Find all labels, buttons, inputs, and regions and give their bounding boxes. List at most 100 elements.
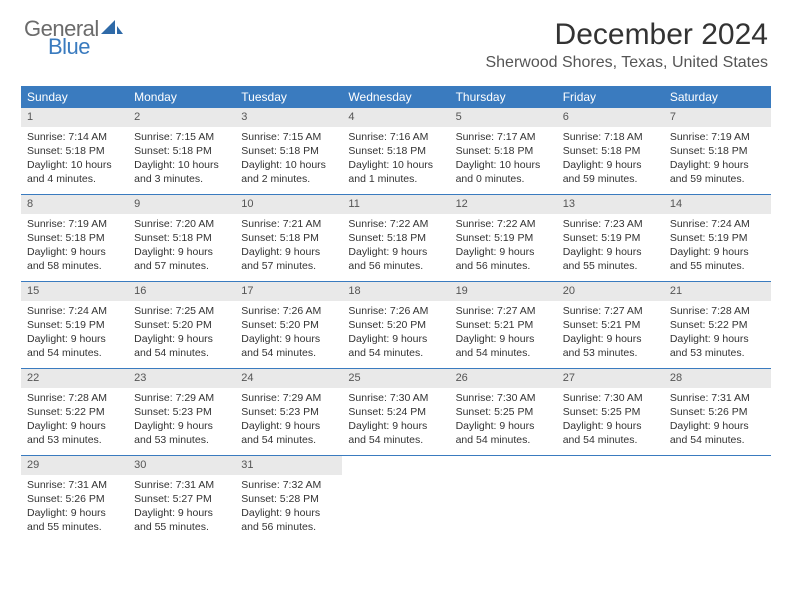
day-number: 23 (128, 369, 235, 388)
day-cell: 8Sunrise: 7:19 AMSunset: 5:18 PMDaylight… (21, 195, 128, 281)
sunset-line: Sunset: 5:19 PM (27, 318, 122, 332)
day-number: 27 (557, 369, 664, 388)
sunrise-line: Sunrise: 7:18 AM (563, 130, 658, 144)
day-cell: 16Sunrise: 7:25 AMSunset: 5:20 PMDayligh… (128, 282, 235, 368)
day-cell: 6Sunrise: 7:18 AMSunset: 5:18 PMDaylight… (557, 108, 664, 194)
sunrise-line: Sunrise: 7:29 AM (241, 391, 336, 405)
day-header: Sunday (21, 86, 128, 108)
sunset-line: Sunset: 5:18 PM (241, 144, 336, 158)
sunrise-line: Sunrise: 7:23 AM (563, 217, 658, 231)
day-number: 15 (21, 282, 128, 301)
sunset-line: Sunset: 5:18 PM (456, 144, 551, 158)
day-number: 31 (235, 456, 342, 475)
sunset-line: Sunset: 5:19 PM (670, 231, 765, 245)
sunset-line: Sunset: 5:23 PM (134, 405, 229, 419)
day-cell: 14Sunrise: 7:24 AMSunset: 5:19 PMDayligh… (664, 195, 771, 281)
daylight-line: Daylight: 9 hours and 54 minutes. (348, 419, 443, 447)
day-cell: 10Sunrise: 7:21 AMSunset: 5:18 PMDayligh… (235, 195, 342, 281)
day-number: 2 (128, 108, 235, 127)
day-cell: 31Sunrise: 7:32 AMSunset: 5:28 PMDayligh… (235, 456, 342, 542)
daylight-line: Daylight: 10 hours and 1 minutes. (348, 158, 443, 186)
day-number: 26 (450, 369, 557, 388)
sunrise-line: Sunrise: 7:15 AM (241, 130, 336, 144)
day-number: 11 (342, 195, 449, 214)
day-body: Sunrise: 7:19 AMSunset: 5:18 PMDaylight:… (21, 214, 128, 280)
day-body: Sunrise: 7:24 AMSunset: 5:19 PMDaylight:… (664, 214, 771, 280)
day-cell-empty (342, 456, 449, 542)
day-cell: 15Sunrise: 7:24 AMSunset: 5:19 PMDayligh… (21, 282, 128, 368)
day-header: Friday (557, 86, 664, 108)
week-row: 15Sunrise: 7:24 AMSunset: 5:19 PMDayligh… (21, 281, 771, 368)
daylight-line: Daylight: 9 hours and 58 minutes. (27, 245, 122, 273)
day-cell: 12Sunrise: 7:22 AMSunset: 5:19 PMDayligh… (450, 195, 557, 281)
day-number: 22 (21, 369, 128, 388)
daylight-line: Daylight: 9 hours and 55 minutes. (134, 506, 229, 534)
day-number: 19 (450, 282, 557, 301)
day-cell-empty (557, 456, 664, 542)
day-body: Sunrise: 7:28 AMSunset: 5:22 PMDaylight:… (664, 301, 771, 367)
sunrise-line: Sunrise: 7:28 AM (27, 391, 122, 405)
day-number: 10 (235, 195, 342, 214)
sunrise-line: Sunrise: 7:32 AM (241, 478, 336, 492)
sunset-line: Sunset: 5:20 PM (134, 318, 229, 332)
day-cell: 13Sunrise: 7:23 AMSunset: 5:19 PMDayligh… (557, 195, 664, 281)
sunrise-line: Sunrise: 7:16 AM (348, 130, 443, 144)
day-body: Sunrise: 7:31 AMSunset: 5:26 PMDaylight:… (21, 475, 128, 541)
sunset-line: Sunset: 5:23 PM (241, 405, 336, 419)
day-header: Wednesday (342, 86, 449, 108)
day-number: 28 (664, 369, 771, 388)
day-number: 14 (664, 195, 771, 214)
day-cell: 23 Sunrise: 7:29 AMSunset: 5:23 PMDayligh… (128, 369, 235, 455)
day-cell: 1Sunrise: 7:14 AMSunset: 5:18 PMDaylight… (21, 108, 128, 194)
sunrise-line: Sunrise: 7:27 AM (563, 304, 658, 318)
sunrise-line: Sunrise: 7:17 AM (456, 130, 551, 144)
day-number: 7 (664, 108, 771, 127)
day-number: 21 (664, 282, 771, 301)
day-header: Monday (128, 86, 235, 108)
day-cell: 25Sunrise: 7:30 AMSunset: 5:24 PMDayligh… (342, 369, 449, 455)
day-body: Sunrise: 7:30 AMSunset: 5:24 PMDaylight:… (342, 388, 449, 454)
sunset-line: Sunset: 5:18 PM (241, 231, 336, 245)
week-row: 22Sunrise: 7:28 AMSunset: 5:22 PMDayligh… (21, 368, 771, 455)
day-number: 1 (21, 108, 128, 127)
sunrise-line: Sunrise: 7:27 AM (456, 304, 551, 318)
sunrise-line: Sunrise: 7:30 AM (348, 391, 443, 405)
sunset-line: Sunset: 5:20 PM (348, 318, 443, 332)
sunset-line: Sunset: 5:20 PM (241, 318, 336, 332)
day-body: Sunrise: 7:29 AMSunset: 5:23 PMDaylight:… (235, 388, 342, 454)
day-header: Saturday (664, 86, 771, 108)
day-body: Sunrise: 7:25 AMSunset: 5:20 PMDaylight:… (128, 301, 235, 367)
day-headers-row: SundayMondayTuesdayWednesdayThursdayFrid… (21, 86, 771, 108)
daylight-line: Daylight: 9 hours and 53 minutes. (134, 419, 229, 447)
day-number: 6 (557, 108, 664, 127)
daylight-line: Daylight: 10 hours and 0 minutes. (456, 158, 551, 186)
sunrise-line: Sunrise: 7:24 AM (670, 217, 765, 231)
day-cell: 22Sunrise: 7:28 AMSunset: 5:22 PMDayligh… (21, 369, 128, 455)
daylight-line: Daylight: 9 hours and 55 minutes. (563, 245, 658, 273)
day-body: Sunrise: 7:17 AMSunset: 5:18 PMDaylight:… (450, 127, 557, 193)
day-number: 18 (342, 282, 449, 301)
daylight-line: Daylight: 9 hours and 59 minutes. (670, 158, 765, 186)
day-body: Sunrise: 7:18 AMSunset: 5:18 PMDaylight:… (557, 127, 664, 193)
daylight-line: Daylight: 9 hours and 56 minutes. (241, 506, 336, 534)
calendar: SundayMondayTuesdayWednesdayThursdayFrid… (21, 86, 771, 542)
sunset-line: Sunset: 5:28 PM (241, 492, 336, 506)
day-cell: 29Sunrise: 7:31 AMSunset: 5:26 PMDayligh… (21, 456, 128, 542)
day-body: Sunrise: 7:22 AMSunset: 5:18 PMDaylight:… (342, 214, 449, 280)
day-body: Sunrise: 7:32 AMSunset: 5:28 PMDaylight:… (235, 475, 342, 541)
day-number: 4 (342, 108, 449, 127)
sunrise-line: Sunrise: 7:21 AM (241, 217, 336, 231)
sunset-line: Sunset: 5:18 PM (348, 231, 443, 245)
sunrise-line: Sunrise: 7:29 AM (134, 391, 229, 405)
day-cell: 30Sunrise: 7:31 AMSunset: 5:27 PMDayligh… (128, 456, 235, 542)
daylight-line: Daylight: 9 hours and 53 minutes. (670, 332, 765, 360)
day-number: 3 (235, 108, 342, 127)
day-cell: 27Sunrise: 7:30 AMSunset: 5:25 PMDayligh… (557, 369, 664, 455)
day-cell-empty (664, 456, 771, 542)
day-body: Sunrise: 7:24 AMSunset: 5:19 PMDaylight:… (21, 301, 128, 367)
day-body: Sunrise: 7:30 AMSunset: 5:25 PMDaylight:… (557, 388, 664, 454)
daylight-line: Daylight: 9 hours and 54 minutes. (348, 332, 443, 360)
day-body: Sunrise: 7:15 AMSunset: 5:18 PMDaylight:… (128, 127, 235, 193)
location: Sherwood Shores, Texas, United States (485, 54, 768, 72)
sunrise-line: Sunrise: 7:22 AM (348, 217, 443, 231)
